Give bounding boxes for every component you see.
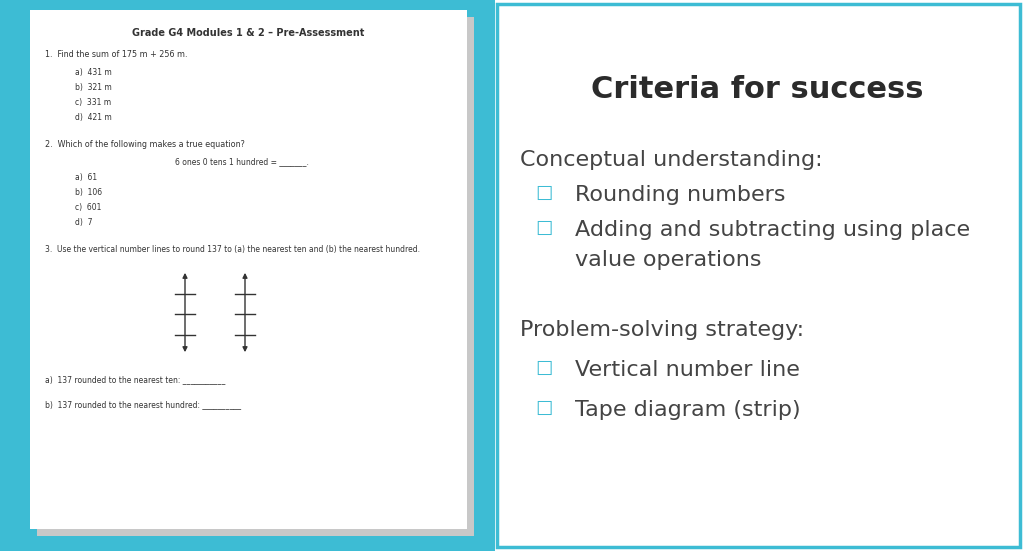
Text: Criteria for success: Criteria for success — [591, 75, 924, 104]
Text: c)  331 m: c) 331 m — [75, 98, 112, 107]
Text: ☐: ☐ — [535, 360, 553, 379]
Text: ☐: ☐ — [535, 185, 553, 204]
Text: value operations: value operations — [575, 250, 762, 270]
Text: Problem-solving strategy:: Problem-solving strategy: — [520, 320, 804, 340]
Text: 1.  Find the sum of 175 m + 256 m.: 1. Find the sum of 175 m + 256 m. — [45, 50, 187, 59]
Bar — [37, 17, 474, 536]
Text: 6 ones 0 tens 1 hundred = _______.: 6 ones 0 tens 1 hundred = _______. — [175, 157, 309, 166]
Text: ☐: ☐ — [535, 400, 553, 419]
Text: a)  61: a) 61 — [75, 173, 97, 182]
Text: 2.  Which of the following makes a true equation?: 2. Which of the following makes a true e… — [45, 140, 245, 149]
Text: a)  137 rounded to the nearest ten: ___________: a) 137 rounded to the nearest ten: _____… — [45, 375, 225, 384]
Text: Adding and subtracting using place: Adding and subtracting using place — [575, 220, 970, 240]
Text: 3.  Use the vertical number lines to round 137 to (a) the nearest ten and (b) th: 3. Use the vertical number lines to roun… — [45, 245, 420, 254]
Text: ☐: ☐ — [535, 220, 553, 239]
Text: c)  601: c) 601 — [75, 203, 101, 212]
Text: d)  7: d) 7 — [75, 218, 92, 227]
Text: Rounding numbers: Rounding numbers — [575, 185, 785, 205]
Bar — [30, 10, 467, 529]
Text: b)  106: b) 106 — [75, 188, 102, 197]
Text: a)  431 m: a) 431 m — [75, 68, 112, 77]
Text: Grade G4 Modules 1 & 2 – Pre-Assessment: Grade G4 Modules 1 & 2 – Pre-Assessment — [132, 28, 365, 38]
Text: Conceptual understanding:: Conceptual understanding: — [520, 150, 822, 170]
Text: b)  137 rounded to the nearest hundred: __________: b) 137 rounded to the nearest hundred: _… — [45, 400, 241, 409]
Text: d)  421 m: d) 421 m — [75, 113, 112, 122]
Bar — [497, 4, 1020, 547]
Text: b)  321 m: b) 321 m — [75, 83, 112, 92]
Text: Tape diagram (strip): Tape diagram (strip) — [575, 400, 801, 420]
Bar — [495, 0, 1024, 551]
Text: Vertical number line: Vertical number line — [575, 360, 800, 380]
